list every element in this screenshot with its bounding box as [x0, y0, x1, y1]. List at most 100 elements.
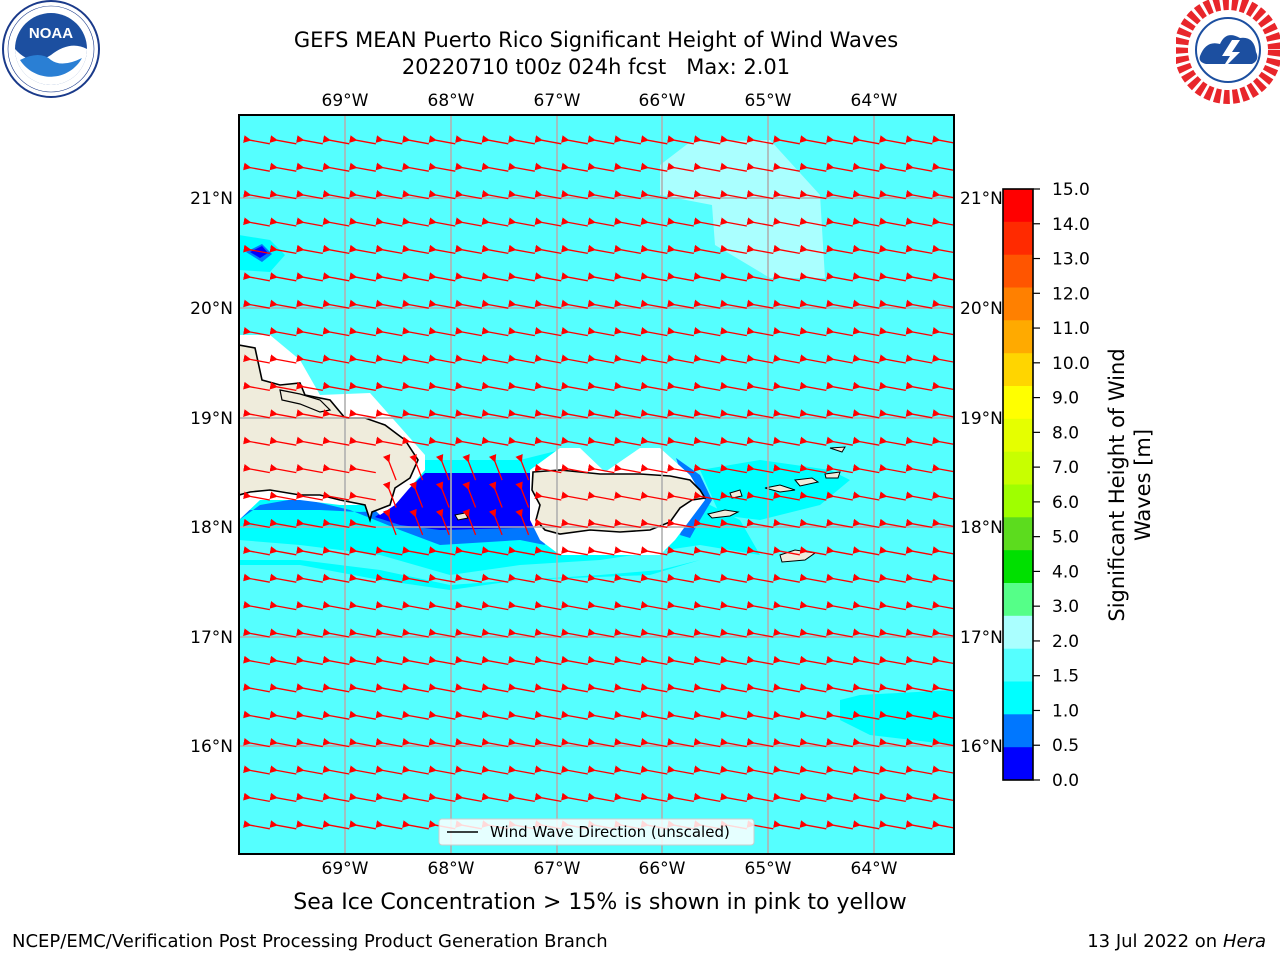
wave-direction-arrow	[587, 463, 615, 474]
wave-direction-arrow	[322, 299, 350, 309]
wave-direction-arrow	[402, 710, 429, 720]
wave-direction-arrow	[587, 628, 615, 638]
wave-direction-arrow	[773, 409, 800, 419]
wave-direction-arrow	[720, 491, 747, 501]
wave-direction-arrow	[428, 326, 456, 337]
wave-direction-arrow	[322, 710, 350, 720]
wave-direction-arrow	[508, 299, 535, 309]
wave-direction-arrow	[534, 765, 562, 775]
wave-direction-arrow	[409, 454, 424, 481]
wave-direction-arrow	[402, 217, 429, 227]
wave-direction-arrow	[428, 628, 456, 638]
wave-direction-arrow	[269, 162, 297, 172]
wave-direction-arrow	[508, 655, 535, 666]
wave-direction-arrow	[481, 436, 509, 446]
wave-direction-arrow	[428, 299, 456, 309]
wave-direction-arrow	[349, 737, 376, 748]
wave-direction-arrow	[481, 381, 509, 392]
wave-direction-arrow	[455, 600, 482, 611]
wave-direction-arrow	[932, 628, 954, 637]
wave-direction-arrow	[693, 162, 721, 172]
wave-direction-arrow	[932, 546, 954, 555]
wave-direction-arrow	[799, 792, 827, 803]
wave-direction-arrow	[587, 737, 615, 748]
wave-direction-arrow	[296, 272, 323, 282]
wave-direction-arrow	[455, 381, 482, 392]
wave-direction-arrow	[375, 765, 403, 775]
wave-direction-arrow	[561, 354, 588, 364]
wave-direction-arrow	[879, 683, 906, 693]
wave-direction-arrow	[932, 189, 954, 199]
wave-direction-arrow	[402, 737, 429, 748]
wave-direction-arrow	[746, 217, 774, 227]
wave-direction-arrow	[561, 518, 588, 529]
wave-direction-arrow	[269, 272, 297, 282]
wave-direction-arrow	[534, 683, 562, 693]
wave-direction-arrow	[852, 628, 880, 638]
wave-direction-arrow	[746, 546, 774, 556]
wave-direction-arrow	[932, 820, 954, 829]
wave-direction-arrow	[932, 354, 954, 363]
wave-direction-arrow	[826, 436, 853, 446]
wave-direction-arrow	[614, 546, 641, 556]
wave-direction-arrow	[852, 518, 880, 529]
wave-direction-arrow	[932, 737, 954, 747]
wave-direction-arrow	[243, 354, 270, 364]
wave-direction-arrow	[322, 628, 350, 638]
wave-direction-arrow	[905, 518, 933, 529]
wave-direction-arrow	[375, 162, 403, 172]
wave-direction-arrow	[269, 189, 297, 200]
wave-direction-arrow	[667, 628, 694, 638]
wave-direction-arrow	[799, 326, 827, 337]
wave-direction-arrow	[534, 162, 562, 172]
wave-direction-arrow	[402, 436, 429, 446]
wave-direction-arrow	[349, 381, 376, 392]
colorbar-label-line2: Waves [m]	[1131, 429, 1155, 541]
wave-direction-arrow	[269, 600, 297, 611]
lon-label-bottom: 64°W	[851, 859, 898, 879]
wave-direction-arrow	[382, 481, 397, 508]
wave-direction-arrow	[693, 463, 721, 474]
nws-logo	[1176, 0, 1280, 104]
wave-direction-arrow	[561, 135, 588, 145]
wave-direction-arrow	[932, 135, 954, 144]
wave-direction-arrow	[932, 217, 954, 226]
wave-direction-arrow	[773, 518, 800, 529]
wave-direction-arrow	[534, 491, 562, 501]
wave-direction-arrow	[773, 299, 800, 309]
wave-direction-arrow	[799, 600, 827, 611]
wave-direction-arrow	[349, 573, 376, 583]
wave-direction-arrow	[409, 481, 424, 508]
wave-direction-arrow	[932, 792, 954, 802]
colorbar-segment	[1003, 583, 1033, 617]
colorbar	[1003, 189, 1033, 781]
wave-direction-arrow	[269, 491, 297, 501]
wave-direction-arrow	[243, 326, 270, 337]
wave-direction-arrow	[375, 655, 403, 666]
wave-direction-arrow	[296, 710, 323, 720]
wave-direction-arrow	[614, 683, 641, 693]
wave-direction-arrow	[932, 381, 954, 391]
wave-direction-arrow	[773, 546, 800, 556]
colorbar-tick-label: 14.0	[1052, 215, 1090, 235]
colorbar-ticks: 15.0 14.0 13.0 12.0 11.0 10.0 9.0 8.0 7.0 6.0 5.0 4…	[1033, 180, 1090, 791]
wave-direction-arrow	[269, 217, 297, 227]
wave-direction-arrow	[640, 299, 668, 309]
wave-direction-arrow	[243, 409, 270, 419]
wave-direction-arrow	[905, 710, 933, 720]
wave-direction-arrow	[322, 737, 350, 748]
noaa-logo: NOAA	[2, 0, 100, 98]
wave-direction-arrow	[905, 628, 933, 638]
wave-direction-arrow	[296, 683, 323, 693]
wave-direction-arrow	[409, 508, 424, 536]
wave-direction-arrow	[746, 655, 774, 666]
wave-direction-arrow	[640, 381, 668, 392]
wave-direction-arrow	[481, 573, 509, 583]
wave-direction-arrow	[322, 244, 350, 255]
wave-direction-arrow	[905, 272, 933, 282]
wave-direction-arrow	[693, 326, 721, 337]
wave-direction-arrow	[243, 299, 270, 309]
wave-direction-arrow	[587, 135, 615, 145]
wave-direction-arrow	[375, 573, 403, 583]
wave-direction-arrow	[402, 628, 429, 638]
